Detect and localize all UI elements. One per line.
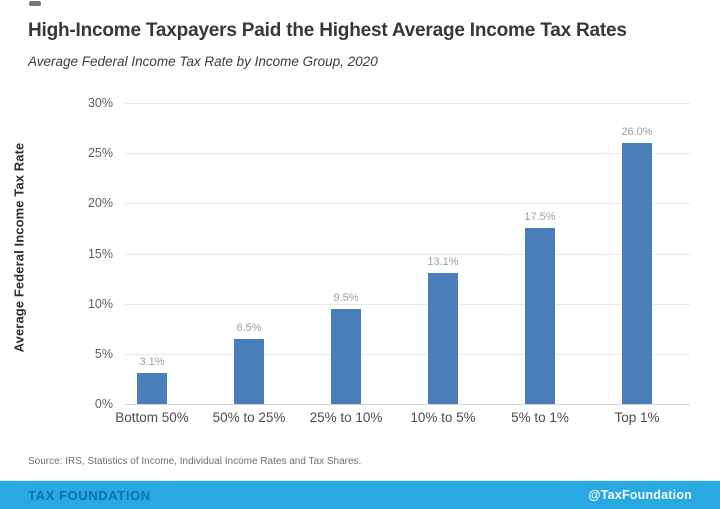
bar-value-label: 26.0% <box>621 126 653 139</box>
twitter-handle: @TaxFoundation <box>588 488 692 502</box>
gridline <box>125 303 690 305</box>
x-category-label: Bottom 50% <box>115 410 189 425</box>
x-category-label: 5% to 1% <box>511 410 569 425</box>
gridline <box>125 103 690 104</box>
brand-wordmark: TAX FOUNDATION <box>28 487 151 503</box>
gridline <box>125 153 690 155</box>
x-category-label: Top 1% <box>614 410 660 425</box>
top-edge-artifact-mark <box>29 1 41 6</box>
bar-25% to 10% <box>331 308 361 404</box>
bar-value-label: 17.5% <box>524 211 556 224</box>
y-axis-title: Average Federal Income Tax Rate <box>11 142 27 353</box>
bar-Top 1% <box>622 143 652 404</box>
y-tick-label: 25% <box>87 146 113 161</box>
gridline <box>125 253 690 255</box>
gridline <box>125 404 690 405</box>
y-tick-label: 15% <box>87 246 113 261</box>
gridline <box>125 353 690 355</box>
y-tick-label: 0% <box>94 397 113 411</box>
bar-value-label: 9.5% <box>333 291 359 304</box>
chart-title: High-Income Taxpayers Paid the Highest A… <box>28 20 627 41</box>
bar-value-label: 13.1% <box>427 255 459 268</box>
bar-value-label: 6.5% <box>236 321 262 334</box>
bar-Bottom 50% <box>137 372 167 404</box>
bar-10% to 5% <box>428 272 458 404</box>
x-category-label: 50% to 25% <box>212 410 286 425</box>
bar-5% to 1% <box>525 228 555 404</box>
bar-50% to 25% <box>234 338 264 404</box>
footer-bar: TAX FOUNDATION @TaxFoundation <box>0 480 720 509</box>
x-category-label: 25% to 10% <box>309 410 383 425</box>
gridline <box>125 203 690 205</box>
y-tick-label: 30% <box>87 96 113 110</box>
x-category-label: 10% to 5% <box>410 410 476 425</box>
plot-area <box>125 103 690 405</box>
chart-subtitle: Average Federal Income Tax Rate by Incom… <box>28 54 378 69</box>
y-tick-label: 10% <box>87 296 113 311</box>
y-tick-label: 20% <box>87 196 113 211</box>
y-tick-label: 5% <box>94 346 113 361</box>
bar-value-label: 3.1% <box>139 355 165 368</box>
source-note: Source: IRS, Statistics of Income, Indiv… <box>28 456 362 467</box>
